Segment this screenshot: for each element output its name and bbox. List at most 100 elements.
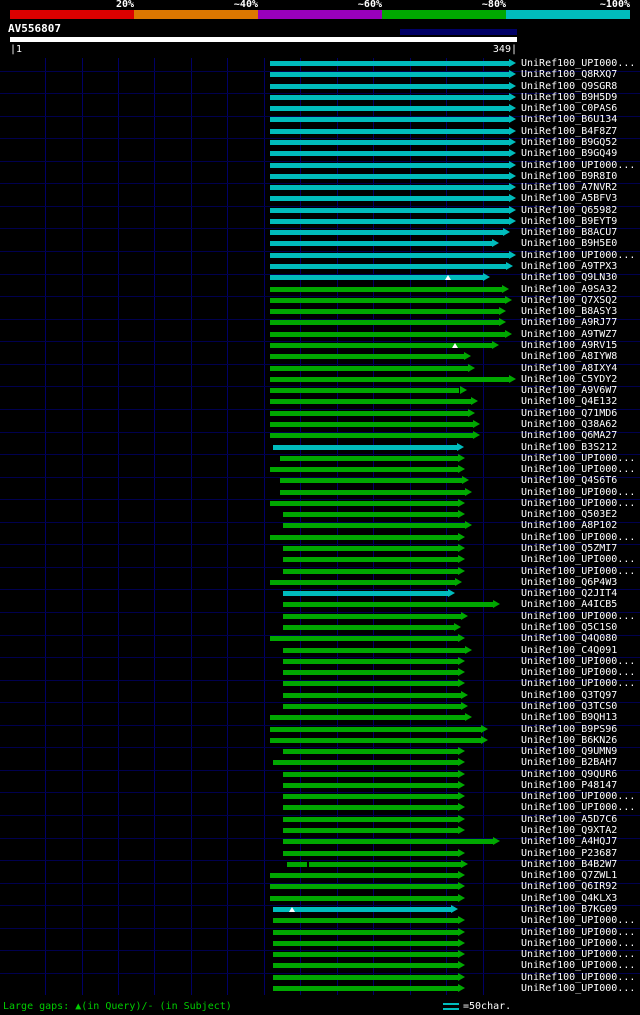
hit-bar[interactable] — [282, 805, 458, 811]
hit-label[interactable]: UniRef100_B6KN26 — [521, 734, 618, 746]
hit-label[interactable]: UniRef100_B3S212 — [521, 441, 618, 453]
hit-label[interactable]: UniRef100_C5YDY2 — [521, 373, 618, 385]
hit-bar[interactable] — [282, 782, 458, 788]
hit-bar[interactable] — [269, 715, 466, 721]
hit-label[interactable]: UniRef100_P48147 — [521, 779, 618, 791]
hit-label[interactable]: UniRef100_UPI000... — [521, 678, 636, 690]
hit-bar[interactable] — [269, 376, 510, 382]
hit-bar[interactable] — [269, 207, 510, 213]
hit-bar[interactable] — [269, 343, 492, 348]
hit-label[interactable]: UniRef100_UPI000... — [521, 971, 636, 983]
hit-bar[interactable] — [269, 399, 472, 405]
hit-bar[interactable] — [282, 568, 458, 574]
hit-bar[interactable] — [272, 918, 458, 924]
hit-label[interactable]: UniRef100_UPI000... — [521, 486, 636, 498]
hit-bar[interactable] — [282, 591, 448, 597]
hit-bar[interactable] — [282, 613, 461, 619]
hit-bar[interactable] — [269, 218, 510, 224]
hit-bar[interactable] — [269, 320, 499, 326]
hit-bar[interactable] — [269, 151, 510, 157]
hit-label[interactable]: UniRef100_B9GQ52 — [521, 136, 618, 148]
hit-label[interactable]: UniRef100_A9V6W7 — [521, 385, 618, 397]
hit-label[interactable]: UniRef100_A4HQJ7 — [521, 836, 618, 848]
hit-bar[interactable] — [282, 523, 466, 529]
hit-bar[interactable] — [269, 230, 504, 236]
hit-bar[interactable] — [282, 647, 466, 653]
hit-label[interactable]: UniRef100_Q8RXQ7 — [521, 69, 618, 81]
hit-label[interactable]: UniRef100_B7KG09 — [521, 904, 618, 915]
hit-label[interactable]: UniRef100_A8P102 — [521, 520, 618, 532]
hit-bar[interactable] — [269, 252, 510, 258]
hit-label[interactable]: UniRef100_B8ASY3 — [521, 306, 618, 318]
hit-label[interactable]: UniRef100_Q9LN30 — [521, 272, 618, 284]
hit-label[interactable]: UniRef100_UPI000... — [521, 565, 636, 577]
hit-bar[interactable] — [269, 895, 458, 901]
hit-label[interactable]: UniRef100_A5BFV3 — [521, 193, 618, 205]
hit-bar[interactable] — [272, 760, 458, 766]
hit-bar[interactable] — [269, 128, 510, 134]
hit-bar[interactable] — [282, 703, 461, 709]
hit-label[interactable]: UniRef100_B9H5D9 — [521, 91, 618, 103]
hit-bar[interactable] — [279, 489, 466, 495]
hit-bar[interactable] — [272, 985, 458, 991]
hit-bar[interactable] — [269, 173, 510, 179]
hit-bar[interactable] — [269, 106, 510, 112]
hit-label[interactable]: UniRef100_UPI000... — [521, 655, 636, 667]
hit-bar[interactable] — [269, 275, 483, 281]
hit-bar[interactable] — [269, 421, 473, 427]
hit-label[interactable]: UniRef100_UPI000... — [521, 982, 636, 994]
hit-label[interactable]: UniRef100_Q7XSQ2 — [521, 294, 618, 306]
hit-label[interactable]: UniRef100_Q9SGR8 — [521, 80, 618, 92]
hit-bar[interactable] — [282, 602, 493, 608]
hit-label[interactable]: UniRef100_Q9XTA2 — [521, 825, 618, 837]
hit-label[interactable]: UniRef100_UPI000... — [521, 554, 636, 566]
hit-bar[interactable] — [269, 61, 510, 66]
hit-bar[interactable] — [272, 929, 458, 935]
hit-bar[interactable] — [269, 241, 492, 247]
hit-label[interactable]: UniRef100_UPI000... — [521, 249, 636, 261]
hit-bar[interactable] — [269, 726, 482, 732]
hit-bar[interactable] — [272, 940, 458, 946]
hit-bar[interactable] — [279, 478, 463, 484]
hit-label[interactable]: UniRef100_UPI000... — [521, 802, 636, 814]
hit-label[interactable]: UniRef100_Q2JIT4 — [521, 588, 618, 600]
hit-bar[interactable] — [269, 94, 510, 100]
hit-label[interactable]: UniRef100_A7NVR2 — [521, 182, 618, 194]
hit-bar[interactable] — [282, 658, 458, 664]
hit-bar[interactable] — [269, 264, 507, 270]
hit-label[interactable]: UniRef100_A4ICB5 — [521, 599, 618, 611]
hit-bar[interactable] — [269, 365, 469, 371]
hit-bar[interactable] — [282, 839, 493, 845]
hit-label[interactable]: UniRef100_Q4S6T6 — [521, 475, 618, 487]
hit-label[interactable]: UniRef100_C4Q091 — [521, 644, 618, 656]
hit-label[interactable]: UniRef100_P23687 — [521, 847, 618, 859]
hit-label[interactable]: UniRef100_UPI000... — [521, 949, 636, 961]
hit-label[interactable]: UniRef100_UPI000... — [521, 464, 636, 476]
hit-label[interactable]: UniRef100_UPI000... — [521, 159, 636, 171]
hit-bar[interactable] — [269, 579, 456, 585]
hit-bar[interactable] — [282, 850, 458, 856]
hit-bar[interactable] — [269, 185, 510, 191]
hit-bar[interactable] — [287, 861, 461, 867]
hit-bar[interactable] — [269, 534, 458, 540]
hit-bar[interactable] — [269, 331, 505, 337]
hit-bar[interactable] — [282, 625, 454, 630]
hit-label[interactable]: UniRef100_UPI000... — [521, 667, 636, 679]
hit-bar[interactable] — [272, 952, 458, 958]
hit-bar[interactable] — [269, 72, 510, 78]
hit-label[interactable]: UniRef100_Q3TQ97 — [521, 689, 618, 701]
hit-label[interactable]: UniRef100_Q4E132 — [521, 396, 618, 408]
hit-label[interactable]: UniRef100_B9GQ49 — [521, 148, 618, 160]
hit-label[interactable]: UniRef100_Q6MA27 — [521, 430, 618, 442]
hit-bar[interactable] — [269, 467, 458, 473]
hit-bar[interactable] — [269, 737, 482, 743]
hit-bar[interactable] — [269, 500, 458, 506]
hit-label[interactable]: UniRef100_B9PS96 — [521, 723, 618, 735]
hit-label[interactable]: UniRef100_Q5C1S0 — [521, 622, 618, 633]
hit-label[interactable]: UniRef100_B8ACU7 — [521, 227, 618, 239]
hit-label[interactable]: UniRef100_B9H5E0 — [521, 238, 618, 250]
hit-bar[interactable] — [282, 692, 461, 698]
hit-bar[interactable] — [282, 512, 458, 518]
hit-label[interactable]: UniRef100_Q71MD6 — [521, 407, 618, 419]
hit-bar[interactable] — [282, 681, 458, 687]
